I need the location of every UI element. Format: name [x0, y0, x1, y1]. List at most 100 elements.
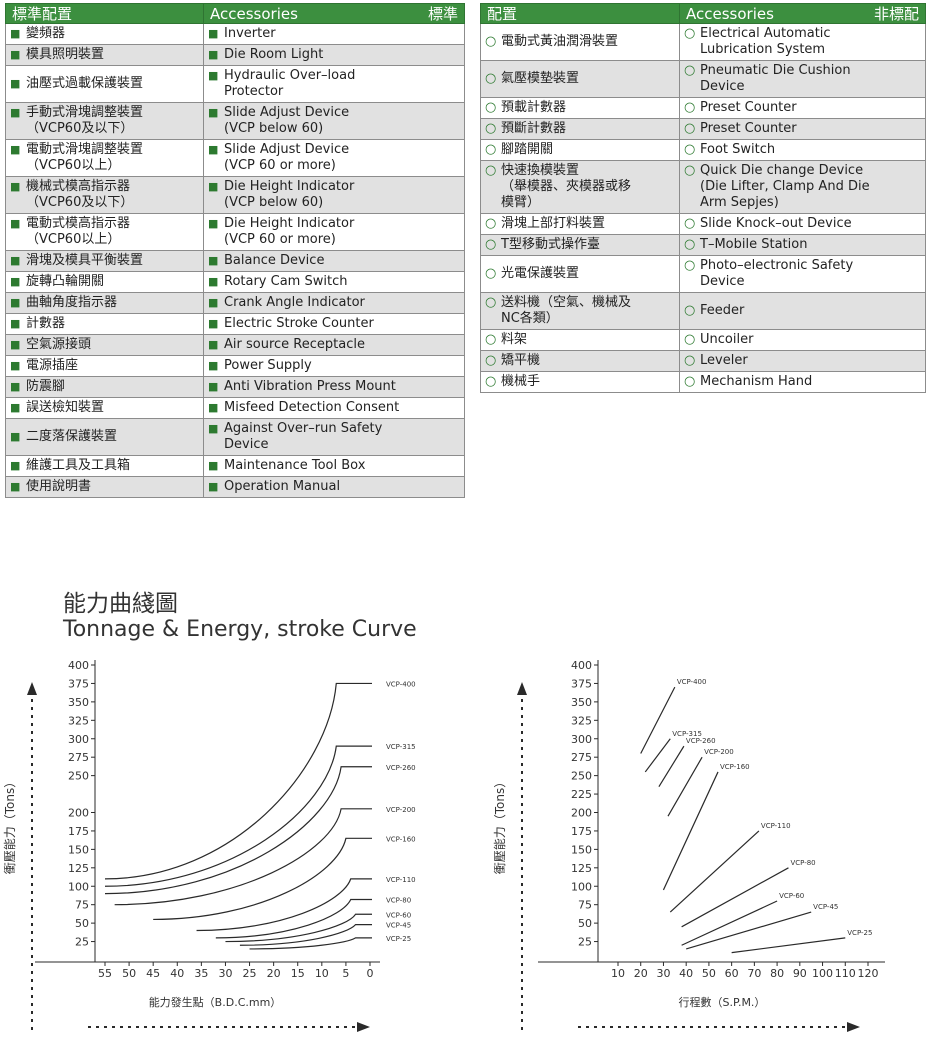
standard-en-text: Die Room Light: [224, 47, 324, 62]
standard-row: ■ 計數器 ■ Electric Stroke Counter: [5, 313, 465, 335]
optional-en-text: Preset Counter: [700, 121, 797, 136]
optional-en-text: Quick Die change Device: [700, 163, 864, 178]
optional-en-text: (Die Lifter, Clamp And Die: [700, 179, 870, 194]
y-tick-label: 375: [68, 677, 89, 690]
standard-cell-zh: ■ 曲軸角度指示器: [5, 292, 204, 314]
optional-row: ○ 氣壓模墊裝置 ○ Pneumatic Die Cushion Device: [480, 60, 926, 98]
standard-en-text: Protector: [224, 84, 284, 99]
standard-en-text: Rotary Cam Switch: [224, 274, 348, 289]
standard-row: ■ 曲軸角度指示器 ■ Crank Angle Indicator: [5, 292, 465, 314]
standard-row: ■ 電源插座 ■ Power Supply: [5, 355, 465, 377]
standard-en-text: Die Height Indicator: [224, 179, 355, 194]
optional-cell-en: ○ Preset Counter: [679, 97, 926, 119]
standard-zh-text: 空氣源接頭: [26, 337, 92, 352]
y-tick-label: 250: [571, 770, 592, 783]
x-tick-label: 45: [146, 967, 160, 980]
square-marker-icon: ■: [208, 106, 219, 119]
series-label: VCP-60: [386, 911, 411, 919]
optional-cell-zh: ○ 氣壓模墊裝置: [480, 60, 680, 98]
y-axis-label: 衝壓能力（Tons）: [3, 776, 17, 875]
optional-cell-en: ○ Photo–electronic Safety Device: [679, 255, 926, 293]
y-tick-label: 175: [68, 825, 89, 838]
series-line: [225, 913, 372, 943]
standard-cell-en: ■ Hydraulic Over–load Protector: [203, 65, 465, 103]
standard-row: ■ 變頻器 ■ Inverter: [5, 23, 465, 45]
optional-cell-zh: ○ 機械手: [480, 371, 680, 393]
series-line: [114, 808, 372, 906]
standard-cell-en: ■ Electric Stroke Counter: [203, 313, 465, 335]
series-line: [686, 911, 812, 950]
circle-marker-icon: ○: [684, 258, 696, 273]
standard-zh-text: 變頻器: [26, 26, 66, 41]
square-marker-icon: ■: [10, 359, 21, 372]
y-tick-label: 100: [571, 880, 592, 893]
x-tick-label: 40: [679, 967, 693, 980]
standard-en-text: Balance Device: [224, 253, 325, 268]
y-tick-label: 300: [68, 733, 89, 746]
standard-cell-zh: ■ 手動式滑塊調整裝置 （VCP60及以下）: [5, 102, 204, 140]
optional-zh-text: （舉模器、夾模器或移: [501, 179, 632, 194]
circle-marker-icon: ○: [684, 353, 696, 368]
optional-row: ○ 快速換模裝置 （舉模器、夾模器或移 模臂） ○ Quick Die change De…: [480, 160, 926, 214]
standard-zh-text: 油壓式過載保護裝置: [26, 76, 144, 91]
series-line: [196, 878, 372, 932]
optional-table-header: 配置 Accessories 非標配: [480, 3, 926, 24]
square-marker-icon: ■: [208, 27, 219, 40]
y-tick-label: 100: [68, 880, 89, 893]
square-marker-icon: ■: [208, 69, 219, 82]
square-marker-icon: ■: [10, 180, 21, 193]
optional-en-text: Arm Sepjes): [700, 195, 779, 210]
circle-marker-icon: ○: [684, 216, 696, 231]
circle-marker-icon: ○: [684, 63, 696, 78]
optional-zh-text: 電動式黃油潤滑裝置: [501, 34, 619, 49]
standard-zh-text: （VCP60及以下）: [26, 121, 134, 136]
optional-row: ○ 預斷計數器 ○ Preset Counter: [480, 118, 926, 140]
optional-cell-zh: ○ 料架: [480, 329, 680, 351]
x-tick-label: 100: [812, 967, 833, 980]
circle-marker-icon: ○: [684, 374, 696, 389]
standard-en-text: Operation Manual: [224, 479, 341, 494]
square-marker-icon: ■: [208, 143, 219, 156]
square-marker-icon: ■: [208, 401, 219, 414]
square-marker-icon: ■: [208, 217, 219, 230]
optional-row: ○ T型移動式操作臺 ○ T–Mobile Station: [480, 234, 926, 256]
series-line: [731, 937, 846, 954]
standard-row: ■ 模具照明裝置 ■ Die Room Light: [5, 44, 465, 66]
standard-cell-en: ■ Against Over–run Safety Device: [203, 418, 465, 456]
standard-zh-text: 模具照明裝置: [26, 47, 105, 62]
x-tick-label: 55: [98, 967, 112, 980]
standard-cell-en: ■ Misfeed Detection Consent: [203, 397, 465, 419]
y-tick-label: 375: [571, 677, 592, 690]
standard-row: ■ 機械式模高指示器 （VCP60及以下） ■ Die Height Indicator…: [5, 176, 465, 214]
series-line: [658, 745, 685, 788]
circle-marker-icon: ○: [485, 295, 497, 310]
y-tick-label: 400: [571, 659, 592, 672]
y-tick-label: 350: [571, 696, 592, 709]
standard-zh-text: 手動式滑塊調整裝置: [26, 105, 144, 120]
x-tick-label: 35: [194, 967, 208, 980]
curve-section-title-en: Tonnage & Energy, stroke Curve: [63, 617, 417, 642]
square-marker-icon: ■: [208, 48, 219, 61]
standard-cell-zh: ■ 旋轉凸輪開關: [5, 271, 204, 293]
optional-cell-en: ○ Preset Counter: [679, 118, 926, 140]
circle-marker-icon: ○: [485, 332, 497, 347]
optional-en-text: Leveler: [700, 353, 748, 368]
square-marker-icon: ■: [10, 275, 21, 288]
optional-en-text: Device: [700, 274, 745, 289]
standard-cell-zh: ■ 電動式模高指示器 （VCP60以上）: [5, 213, 204, 251]
square-marker-icon: ■: [10, 317, 21, 330]
standard-cell-en: ■ Die Height Indicator (VCP below 60): [203, 176, 465, 214]
optional-row: ○ 預載計數器 ○ Preset Counter: [480, 97, 926, 119]
optional-row: ○ 矯平機 ○ Leveler: [480, 350, 926, 372]
optional-cell-en: ○ Quick Die change Device (Die Lifter, Cla…: [679, 160, 926, 214]
optional-row: ○ 光電保護裝置 ○ Photo–electronic Safety Device: [480, 255, 926, 293]
standard-cell-en: ■ Inverter: [203, 23, 465, 45]
optional-cell-en: ○ T–Mobile Station: [679, 234, 926, 256]
standard-cell-zh: ■ 模具照明裝置: [5, 44, 204, 66]
x-tick-label: 25: [243, 967, 257, 980]
y-tick-label: 25: [75, 936, 89, 949]
square-marker-icon: ■: [10, 254, 21, 267]
circle-marker-icon: ○: [684, 100, 696, 115]
standard-cell-en: ■ Rotary Cam Switch: [203, 271, 465, 293]
standard-en-text: Inverter: [224, 26, 276, 41]
